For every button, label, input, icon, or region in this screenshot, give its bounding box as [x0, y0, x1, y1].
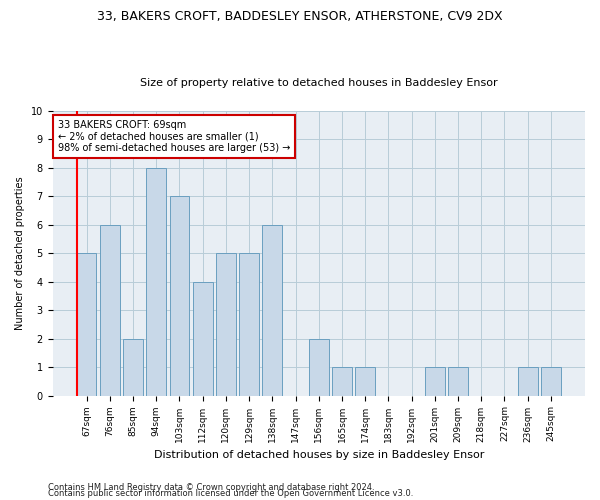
Bar [425, 367, 445, 396]
Bar [541, 367, 561, 396]
Bar [332, 367, 352, 396]
Bar [146, 168, 166, 396]
Bar [239, 254, 259, 396]
Bar [355, 367, 375, 396]
Text: 33, BAKERS CROFT, BADDESLEY ENSOR, ATHERSTONE, CV9 2DX: 33, BAKERS CROFT, BADDESLEY ENSOR, ATHER… [97, 10, 503, 23]
Text: Contains HM Land Registry data © Crown copyright and database right 2024.: Contains HM Land Registry data © Crown c… [48, 484, 374, 492]
Bar [123, 338, 143, 396]
Bar [170, 196, 190, 396]
Bar [448, 367, 468, 396]
Bar [309, 338, 329, 396]
Text: 33 BAKERS CROFT: 69sqm
← 2% of detached houses are smaller (1)
98% of semi-detac: 33 BAKERS CROFT: 69sqm ← 2% of detached … [58, 120, 290, 152]
Bar [262, 225, 282, 396]
Title: Size of property relative to detached houses in Baddesley Ensor: Size of property relative to detached ho… [140, 78, 497, 88]
Bar [100, 225, 119, 396]
Text: Contains public sector information licensed under the Open Government Licence v3: Contains public sector information licen… [48, 490, 413, 498]
Bar [77, 254, 97, 396]
Y-axis label: Number of detached properties: Number of detached properties [15, 176, 25, 330]
X-axis label: Distribution of detached houses by size in Baddesley Ensor: Distribution of detached houses by size … [154, 450, 484, 460]
Bar [518, 367, 538, 396]
Bar [193, 282, 212, 396]
Bar [216, 254, 236, 396]
